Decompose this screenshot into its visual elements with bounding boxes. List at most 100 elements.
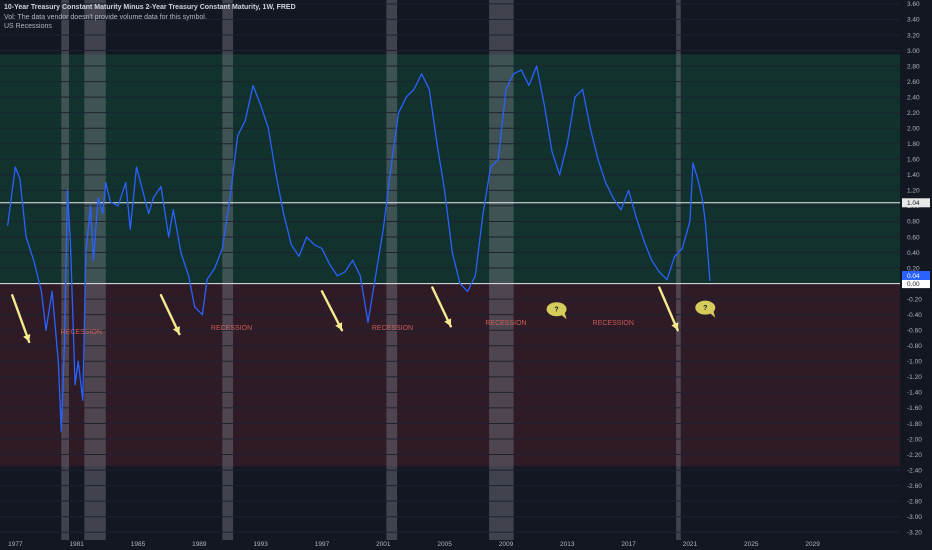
data-point <box>674 255 676 258</box>
arrow-annotation <box>11 294 31 344</box>
data-point <box>701 197 703 199</box>
data-point <box>689 220 691 223</box>
chart-legend: 10-Year Treasury Constant Maturity Minus… <box>4 3 296 32</box>
data-point <box>451 251 453 254</box>
x-tick-label: 2017 <box>621 541 636 548</box>
data-point <box>692 162 694 164</box>
y-tick-label: 1.40 <box>907 172 920 179</box>
time-axis[interactable]: 1977 1981 1985 1989 1993 1997 2001 2005 2009 2013… <box>8 541 820 548</box>
data-point <box>290 244 292 246</box>
data-point <box>33 259 35 261</box>
data-point <box>367 321 369 324</box>
data-point <box>566 143 568 145</box>
x-tick-label: 2029 <box>805 541 820 548</box>
legend-title[interactable]: 10-Year Treasury Constant Maturity Minus… <box>4 4 296 11</box>
data-point <box>69 244 72 246</box>
y-tick-label: 2.40 <box>907 94 920 101</box>
data-point <box>97 197 99 199</box>
y-tick-label: -2.20 <box>907 452 922 459</box>
y-tick-label: -1.00 <box>907 359 922 366</box>
data-point <box>643 240 645 242</box>
data-point <box>168 236 170 238</box>
data-point <box>275 174 277 176</box>
y-tick-label: 0.60 <box>907 234 920 241</box>
y-tick-label: 0.20 <box>907 265 920 272</box>
recession-band <box>222 0 234 540</box>
data-point <box>413 88 415 90</box>
question-bubble[interactable] <box>546 302 567 317</box>
data-point <box>559 174 561 176</box>
data-point <box>74 384 76 386</box>
data-point <box>405 96 407 98</box>
y-tick-label: 2.20 <box>907 110 920 117</box>
data-point <box>352 259 354 261</box>
data-point <box>82 399 84 401</box>
data-point <box>57 360 59 362</box>
data-point <box>244 119 246 122</box>
data-point <box>252 84 254 87</box>
annotations-layer: RECESSION RECESSION RECESSION RECESSION RECE… <box>11 286 716 344</box>
data-point <box>482 213 484 215</box>
arrow-head <box>172 326 180 335</box>
price-badge-label: 0.00 <box>907 281 920 288</box>
data-point <box>398 112 400 114</box>
data-point <box>513 73 515 75</box>
arrow-annotation <box>320 290 344 332</box>
grid-layer <box>0 3 900 533</box>
y-tick-label: 0.80 <box>907 219 920 226</box>
data-point <box>66 189 69 191</box>
y-tick-label: -2.60 <box>907 483 922 490</box>
data-point <box>160 185 162 188</box>
data-point <box>543 104 545 106</box>
question-bubble[interactable] <box>695 300 716 315</box>
y-tick-label: -1.80 <box>907 421 922 428</box>
data-point <box>651 259 653 261</box>
recession-label: RECESSION <box>61 329 102 336</box>
y-tick-label: 2.00 <box>907 126 920 133</box>
y-tick-label: -2.80 <box>907 498 922 505</box>
question-mark: ? <box>554 307 558 314</box>
x-tick-label: 1997 <box>315 541 330 548</box>
data-point <box>7 224 9 226</box>
data-point <box>148 213 150 215</box>
arrow-head <box>671 322 679 331</box>
y-tick-label: -2.40 <box>907 467 922 474</box>
data-point <box>45 329 47 331</box>
data-point <box>283 213 285 215</box>
y-tick-label: 0.40 <box>907 250 920 257</box>
data-point <box>709 279 711 282</box>
data-point <box>77 360 79 362</box>
data-point <box>172 209 174 211</box>
data-point <box>267 127 269 129</box>
y-tick-label: -2.00 <box>907 436 922 443</box>
arrow-annotation <box>431 286 452 328</box>
recession-band <box>386 0 398 540</box>
zones-layer <box>0 54 900 467</box>
data-point <box>375 275 377 277</box>
data-point <box>574 96 576 98</box>
data-point <box>612 197 614 199</box>
data-point <box>681 248 683 250</box>
price-badge-label: 1.04 <box>907 200 920 207</box>
y-tick-label: 1.80 <box>907 141 920 148</box>
price-axis[interactable]: 3.60 3.40 3.20 3.00 2.80 2.60 2.40 2.20 2.00 1.80… <box>902 1 930 537</box>
y-tick-label: -3.00 <box>907 514 922 521</box>
y-tick-label: 3.40 <box>907 17 920 24</box>
recession-band <box>61 0 69 540</box>
data-point <box>229 197 231 199</box>
y-tick-label: 3.00 <box>907 48 920 55</box>
data-point <box>520 69 522 71</box>
x-tick-label: 1993 <box>253 541 268 548</box>
x-tick-label: 2013 <box>560 541 575 548</box>
legend-indicator[interactable]: US Recessions <box>4 23 52 30</box>
data-point <box>321 248 323 250</box>
arrow-head <box>335 322 343 331</box>
data-point <box>344 271 346 273</box>
y-tick-label: 3.20 <box>907 32 920 39</box>
data-point <box>221 248 223 250</box>
y-tick-label: -0.20 <box>907 296 922 303</box>
arrow-annotation <box>658 286 679 332</box>
data-point <box>382 228 384 230</box>
data-point <box>89 205 92 207</box>
